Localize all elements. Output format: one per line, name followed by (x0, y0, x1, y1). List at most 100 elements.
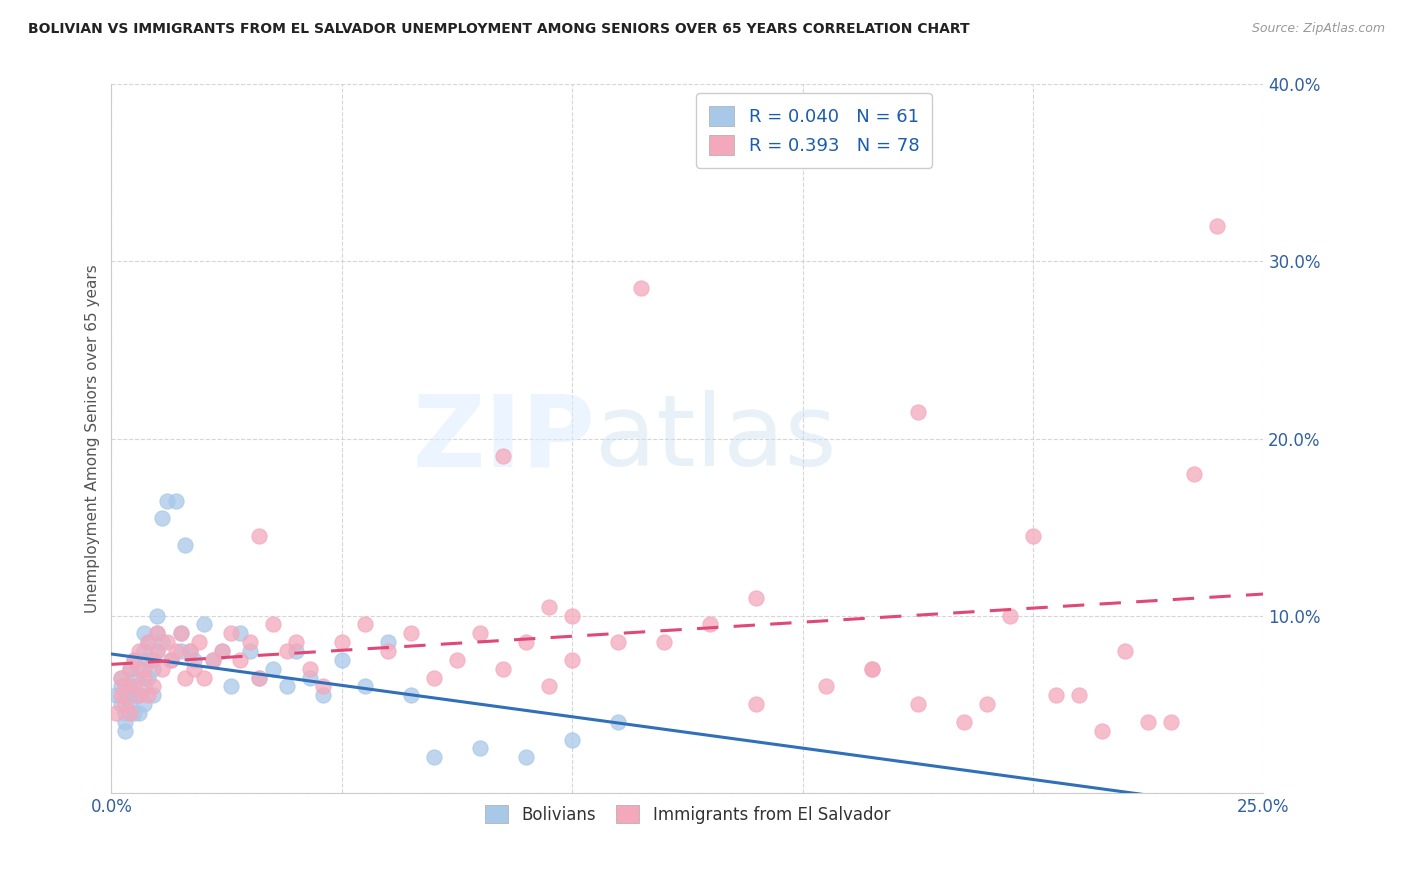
Point (150, 635, 173, 649)
Point (1091, 723, 1114, 738)
Point (132, 680, 155, 694)
Legend: Bolivians, Immigrants from El Salvador: Bolivians, Immigrants from El Salvador (475, 796, 900, 834)
Point (201, 653, 224, 667)
Point (156, 635, 179, 649)
Point (1137, 714, 1160, 729)
Text: atlas: atlas (595, 390, 837, 487)
Point (976, 697, 998, 711)
Point (118, 680, 141, 694)
Point (353, 680, 375, 694)
Point (114, 697, 136, 711)
Point (330, 635, 353, 649)
Point (169, 626, 191, 640)
Point (446, 653, 468, 667)
Y-axis label: Unemployment Among Seniors over 65 years: Unemployment Among Seniors over 65 years (86, 264, 100, 613)
Point (132, 671, 155, 685)
Point (110, 680, 132, 694)
Point (468, 626, 491, 640)
Point (312, 688, 335, 702)
Point (607, 635, 630, 649)
Point (745, 591, 768, 605)
Point (330, 653, 353, 667)
Point (105, 688, 128, 702)
Point (136, 635, 159, 649)
Point (110, 671, 132, 685)
Point (169, 626, 191, 640)
Point (953, 714, 976, 729)
Point (201, 653, 224, 667)
Point (1022, 529, 1045, 543)
Point (142, 662, 165, 676)
Point (136, 635, 159, 649)
Point (174, 671, 197, 685)
Point (183, 653, 205, 667)
Point (132, 662, 155, 676)
Point (492, 449, 515, 463)
Point (110, 671, 132, 685)
Point (492, 662, 515, 676)
Point (276, 680, 298, 694)
Point (124, 671, 146, 685)
Point (561, 653, 583, 667)
Point (561, 608, 583, 623)
Point (179, 644, 201, 658)
Point (247, 671, 270, 685)
Point (1160, 714, 1182, 729)
Point (353, 617, 375, 632)
Point (515, 635, 537, 649)
Point (399, 688, 422, 702)
Point (128, 706, 150, 720)
Point (160, 653, 183, 667)
Point (183, 662, 205, 676)
Point (538, 599, 561, 614)
Point (211, 644, 233, 658)
Point (247, 671, 270, 685)
Point (998, 608, 1021, 623)
Point (136, 688, 159, 702)
Point (607, 714, 630, 729)
Point (229, 653, 252, 667)
Point (150, 511, 173, 525)
Point (128, 688, 150, 702)
Point (538, 680, 561, 694)
Point (165, 493, 187, 508)
Point (118, 662, 141, 676)
Point (699, 617, 721, 632)
Point (124, 653, 146, 667)
Point (262, 662, 284, 676)
Point (124, 680, 146, 694)
Point (142, 653, 165, 667)
Point (165, 644, 187, 658)
Point (150, 662, 173, 676)
Point (1067, 688, 1090, 702)
Point (110, 697, 132, 711)
Point (860, 662, 883, 676)
Point (124, 688, 146, 702)
Point (630, 281, 652, 295)
Point (399, 626, 422, 640)
Point (1206, 219, 1229, 233)
Text: ZIP: ZIP (412, 390, 595, 487)
Point (312, 680, 335, 694)
Point (124, 653, 146, 667)
Point (146, 644, 169, 658)
Point (132, 644, 155, 658)
Point (284, 644, 307, 658)
Point (146, 626, 169, 640)
Point (124, 706, 146, 720)
Point (377, 635, 399, 649)
Point (156, 493, 179, 508)
Point (377, 644, 399, 658)
Point (239, 635, 262, 649)
Point (561, 732, 583, 747)
Text: BOLIVIAN VS IMMIGRANTS FROM EL SALVADOR UNEMPLOYMENT AMONG SENIORS OVER 65 YEARS: BOLIVIAN VS IMMIGRANTS FROM EL SALVADOR … (28, 22, 970, 37)
Point (105, 706, 128, 720)
Point (229, 626, 252, 640)
Point (146, 626, 169, 640)
Point (423, 750, 446, 764)
Point (142, 680, 165, 694)
Point (1045, 688, 1067, 702)
Point (193, 617, 215, 632)
Point (239, 644, 262, 658)
Point (136, 671, 159, 685)
